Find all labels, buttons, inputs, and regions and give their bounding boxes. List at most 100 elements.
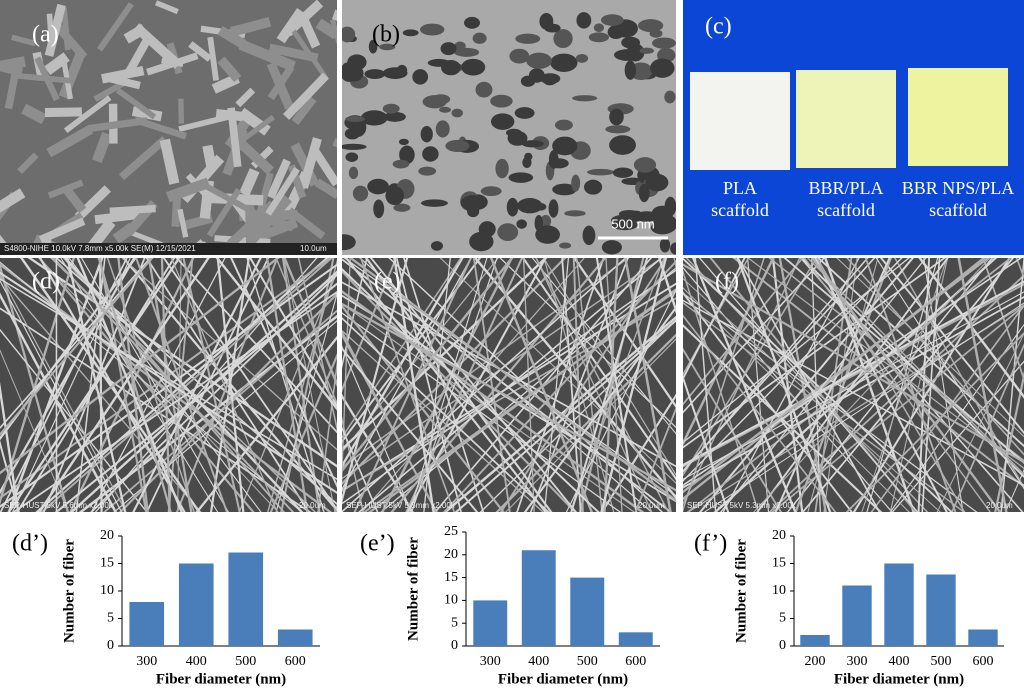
fiber [280,258,335,512]
crystal [46,124,94,158]
particle [626,43,645,62]
particle [572,95,598,102]
fiber [249,258,337,409]
particle [349,117,367,138]
sample-label: BBR NPS/PLA [902,178,1015,198]
fiber [380,267,676,512]
fiber [0,349,69,512]
fiber [686,258,1013,512]
fiber [90,273,337,512]
fiber [489,258,594,512]
fiber [683,258,818,477]
info-bar [0,243,337,255]
fiber [342,267,600,512]
crystal [165,177,211,203]
fiber [353,258,472,512]
fiber [875,258,1024,490]
particle [461,58,486,76]
particle [552,136,578,156]
panel-label: (e) [374,269,401,295]
fiber [342,290,645,512]
sem-info: SEP-HUST 5kV 5.5mm x2.00k [346,501,456,510]
particle [420,126,433,143]
crystal [178,98,185,124]
particle [526,52,552,69]
crystal [202,144,217,168]
particle [373,199,385,219]
sample-label: scaffold [711,200,769,220]
particle [548,199,559,218]
y-tick-label: 20 [444,547,458,562]
panel-label: (a) [32,22,59,48]
fiber [0,258,152,430]
panel-label: (d) [32,269,60,295]
fiber [522,258,535,512]
fiber [694,258,717,512]
particle [670,242,676,255]
particle [650,221,675,235]
x-axis-title: Fiber diameter (nm) [156,671,286,687]
fiber [0,381,20,512]
fiber [683,258,801,506]
particle [460,195,485,211]
particle [638,183,650,203]
crystal [206,188,242,238]
particle [552,183,577,196]
crystal [0,188,26,227]
sample-label: scaffold [817,200,875,220]
y-tick-label: 5 [451,615,458,630]
bar [968,629,998,646]
fiber [736,258,832,512]
scale-label: 20.0um [299,501,326,510]
particle [506,197,519,217]
particle [490,94,513,108]
fiber [801,258,1015,512]
fiber [698,258,919,512]
particle [392,159,410,169]
fiber [516,258,605,512]
fiber [683,324,883,512]
particle [382,103,400,114]
x-tick-label: 400 [889,654,910,669]
particle [393,203,411,212]
panel-label: (c) [705,14,732,40]
fiber [994,370,1024,512]
particle [645,173,669,192]
sample-label: PLA [723,178,757,198]
particle [664,90,676,104]
crystal [97,2,134,52]
fiber [814,258,948,512]
crystal [314,178,337,199]
fiber [595,258,638,512]
particle [345,65,364,82]
fiber [845,331,1024,512]
fiber [720,258,927,512]
crystal [44,107,82,118]
crystal [268,43,319,63]
particle [563,62,572,70]
crystal [74,185,111,221]
crystal [21,103,47,125]
fiber [342,312,622,512]
fiber [774,258,891,512]
fiber [0,263,333,512]
x-tick-label: 600 [973,654,994,669]
scaffold-sample [690,72,790,170]
fiber [12,258,131,512]
x-axis-title: Fiber diameter (nm) [834,671,964,687]
fiber [794,258,892,512]
particle [514,107,535,119]
fiber [342,258,482,444]
bar [277,629,313,646]
particle [490,113,515,130]
scale-label: 20.0um [638,501,665,510]
particle [385,186,405,206]
fiber [543,258,570,512]
particle [342,143,367,150]
fiber [747,258,1024,470]
crystal [207,36,219,81]
x-tick-label: 400 [186,654,207,669]
fiber [683,302,966,512]
particle [383,111,406,122]
crystal [265,167,300,216]
